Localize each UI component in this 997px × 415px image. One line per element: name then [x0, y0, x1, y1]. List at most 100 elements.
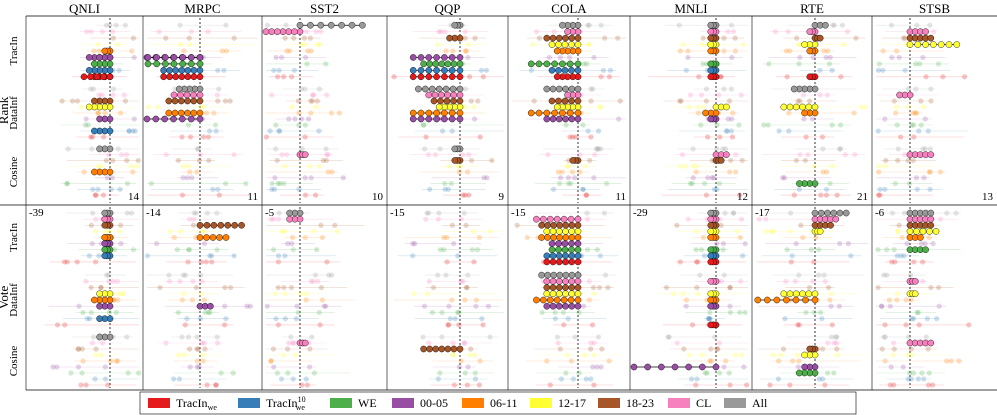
series-point [556, 271, 564, 279]
series-point [786, 290, 794, 298]
faint-point [595, 128, 602, 134]
faint-point [185, 163, 191, 169]
faint-point [787, 48, 793, 54]
faint-point [106, 309, 112, 316]
faint-point [62, 322, 68, 328]
faint-point [707, 316, 713, 322]
faint-point [936, 303, 942, 309]
series-point [568, 85, 576, 93]
faint-point [462, 35, 468, 41]
series-point [196, 234, 204, 241]
faint-point [800, 234, 806, 241]
series-point [441, 67, 448, 74]
faint-point [276, 210, 282, 216]
series-point [555, 85, 563, 93]
faint-point [449, 128, 455, 134]
faint-point [895, 146, 901, 152]
faint-point [105, 382, 111, 388]
faint-point [102, 376, 109, 382]
series-point [433, 115, 440, 123]
faint-point [312, 192, 319, 198]
faint-point [123, 152, 130, 158]
faint-point [902, 67, 908, 73]
faint-point [296, 122, 302, 128]
faint-point [426, 278, 432, 284]
faint-point [466, 74, 473, 80]
faint-point [732, 48, 738, 54]
faint-point [944, 210, 950, 216]
legend-label-sup: 10 [298, 395, 306, 404]
faint-point [476, 234, 482, 241]
faint-point [468, 346, 474, 352]
faint-point [181, 291, 187, 297]
faint-point [203, 110, 210, 116]
faint-point [204, 210, 210, 216]
series-point [96, 315, 103, 322]
faint-point [167, 228, 173, 234]
faint-point [179, 297, 185, 303]
series-point [560, 296, 568, 304]
faint-point [314, 247, 320, 253]
faint-point [303, 291, 309, 297]
faint-point [917, 61, 923, 67]
faint-point [310, 92, 316, 98]
vote-corner-value: -15 [390, 207, 405, 219]
faint-point [922, 146, 928, 152]
faint-point [588, 86, 594, 92]
faint-point [926, 234, 932, 241]
vote-corner-value: -15 [511, 207, 526, 219]
series-point [179, 60, 186, 68]
series-point [450, 97, 457, 105]
series-point [166, 73, 173, 81]
legend-item: TracInwe [148, 396, 217, 412]
faint-point [115, 297, 121, 303]
faint-point [586, 22, 592, 28]
legend-label: CL [696, 396, 711, 410]
faint-point [712, 334, 718, 340]
faint-point [606, 358, 612, 364]
faint-point [469, 247, 476, 253]
series-point [196, 73, 204, 81]
faint-point [83, 278, 89, 284]
faint-point [182, 272, 188, 278]
faint-point [477, 358, 483, 364]
faint-point [439, 334, 445, 340]
faint-point [882, 358, 888, 364]
series-point [96, 290, 103, 298]
series-point [448, 67, 456, 74]
series-point [574, 109, 582, 117]
faint-point [450, 352, 456, 358]
faint-point [823, 186, 830, 192]
faint-point [716, 370, 723, 376]
faint-point [727, 382, 733, 388]
faint-point [690, 163, 696, 169]
faint-point [921, 104, 927, 110]
faint-point [473, 297, 480, 303]
faint-point [179, 334, 185, 340]
faint-point [602, 272, 609, 278]
series-point [723, 103, 730, 111]
faint-point [693, 228, 700, 234]
faint-point [811, 309, 817, 316]
series-point [564, 91, 571, 99]
faint-point [316, 41, 322, 48]
legend-item: 06-11 [462, 396, 518, 410]
series-point [96, 145, 103, 153]
series-point [816, 228, 824, 235]
faint-point [590, 284, 597, 291]
faint-point [591, 175, 597, 181]
faint-point [187, 216, 193, 222]
faint-point [284, 241, 291, 247]
faint-point [714, 122, 720, 128]
faint-point [922, 116, 928, 122]
faint-point [894, 228, 900, 234]
series-point [430, 97, 438, 105]
faint-point [442, 29, 448, 35]
faint-point [726, 98, 733, 104]
faint-point [281, 228, 287, 234]
faint-point [906, 370, 913, 376]
faint-point [315, 41, 321, 48]
series-point [811, 296, 819, 304]
series-point [707, 28, 715, 35]
faint-point [465, 54, 471, 61]
